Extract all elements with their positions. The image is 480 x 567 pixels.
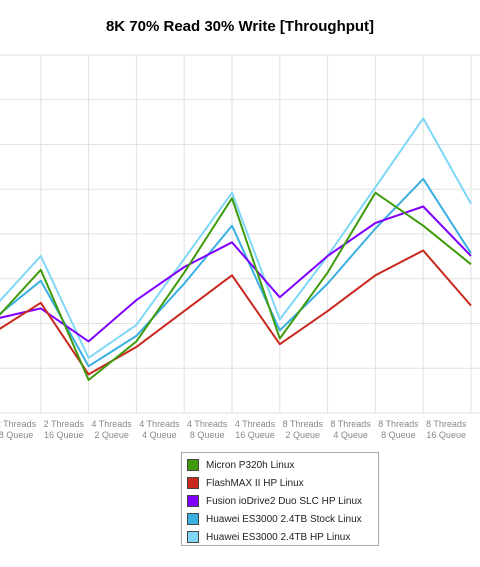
series-line (0, 205, 472, 343)
legend-label: Huawei ES3000 2.4TB Stock Linux (206, 513, 362, 525)
legend-label: Fusion ioDrive2 Duo SLC HP Linux (206, 495, 363, 507)
legend-item: Huawei ES3000 2.4TB Stock Linux (187, 510, 378, 528)
x-tick-label: 4 Threads 8 Queue (187, 419, 228, 440)
legend-label: Huawei ES3000 2.4TB HP Linux (206, 531, 351, 543)
legend-swatch (187, 531, 199, 543)
legend-item: Huawei ES3000 2.4TB HP Linux (187, 528, 378, 546)
series-line (0, 249, 472, 376)
legend-swatch (187, 495, 199, 507)
legend-label: Micron P320h Linux (206, 459, 295, 471)
series-line (0, 191, 472, 381)
x-tick-label: 8 Threads 2 Queue (283, 419, 324, 440)
legend-label: FlashMAX II HP Linux (206, 477, 304, 489)
legend-item: FlashMAX II HP Linux (187, 474, 378, 492)
legend-swatch (187, 513, 199, 525)
x-tick-label: 2 Threads 16 Queue (44, 419, 85, 440)
chart-title: 8K 70% Read 30% Write [Throughput] (105, 18, 375, 35)
x-tick-label: 8 Threads 16 Queue (426, 419, 467, 440)
legend-item: Fusion ioDrive2 Duo SLC HP Linux (187, 492, 378, 510)
x-tick-label: 8 Threads 8 Queue (378, 419, 419, 440)
legend-item: Micron P320h Linux (187, 456, 378, 474)
x-tick-label: 4 Threads 16 Queue (235, 419, 276, 440)
x-tick-label: 8 Threads 4 Queue (330, 419, 371, 440)
x-tick-label: 4 Threads 4 Queue (139, 419, 180, 440)
legend-swatch (187, 459, 199, 471)
chart-grid (0, 54, 480, 414)
legend: Micron P320h Linux FlashMAX II HP Linux Fu… (181, 452, 379, 546)
series-line (0, 117, 472, 359)
series-lines (0, 117, 472, 381)
x-tick-label: 4 Threads 2 Queue (91, 419, 132, 440)
series-line (0, 177, 472, 368)
legend-swatch (187, 477, 199, 489)
